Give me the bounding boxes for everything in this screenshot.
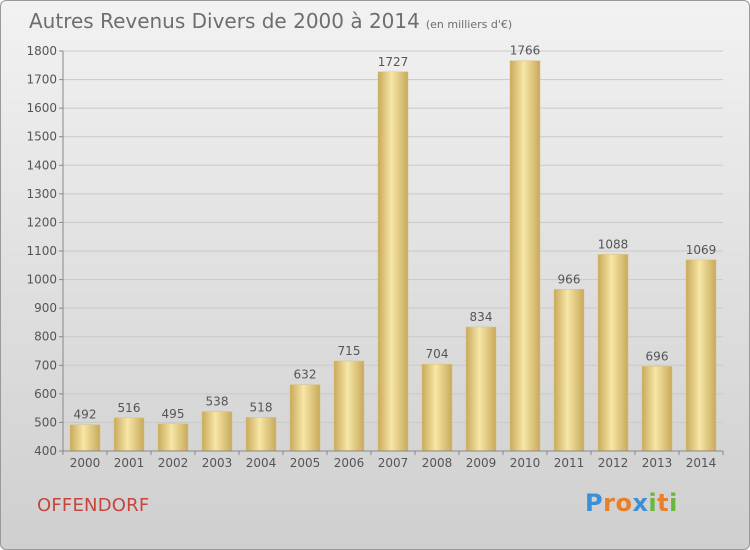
logo-letter: i [669,489,678,517]
data-label: 834 [470,310,493,324]
data-label: 1069 [686,243,717,257]
y-tick-label: 1800 [26,44,57,58]
bar [377,71,409,452]
x-tick-label: 2010 [510,456,541,470]
x-tick-label: 2009 [466,456,497,470]
bar [157,423,189,452]
title-unit: (en milliers d'€) [425,18,513,31]
data-label: 966 [558,272,581,286]
y-tick-label: 1600 [26,101,57,115]
chart-title: Autres Revenus Divers de 2000 à 2014 (en … [29,9,512,33]
bar [421,363,453,452]
x-tick-label: 2001 [114,456,145,470]
x-tick-label: 2002 [158,456,189,470]
data-label: 1727 [378,55,409,69]
y-tick-label: 400 [34,444,57,458]
x-tick-label: 2006 [334,456,365,470]
x-tick-label: 2008 [422,456,453,470]
bar [509,60,541,452]
data-label: 1766 [510,44,541,58]
logo-letter: t [657,489,670,517]
x-tick-label: 2005 [290,456,321,470]
data-label: 632 [294,368,317,382]
bar [465,326,497,452]
y-tick-label: 600 [34,387,57,401]
y-axis: 400 500 600 700 800 900 1000 1100 1200 1300 1400 15… [26,44,64,458]
logo-letter: P [585,489,604,517]
commune-name: OFFENDORF [37,495,150,516]
bar [641,366,673,452]
data-label: 538 [206,395,229,409]
x-tick-label: 2012 [598,456,629,470]
title-text: Autres Revenus Divers de 2000 à 2014 [29,9,420,33]
bar [685,259,717,452]
logo-letter: x [632,489,649,517]
data-label: 696 [646,349,669,363]
x-tick-label: 2000 [70,456,101,470]
y-tick-label: 1400 [26,158,57,172]
data-label: 492 [74,408,97,422]
y-tick-label: 1100 [26,244,57,258]
y-tick-label: 800 [34,330,57,344]
x-tick-label: 2013 [642,456,673,470]
x-tick-label: 2014 [686,456,717,470]
data-label: 518 [250,400,273,414]
x-tick-label: 2004 [246,456,277,470]
y-tick-label: 900 [34,301,57,315]
x-tick-label: 2011 [554,456,585,470]
proxiti-logo[interactable]: Proxiti [585,489,678,517]
bar [201,411,233,452]
y-tick-label: 1000 [26,273,57,287]
y-tick-label: 700 [34,358,57,372]
logo-letter: r [603,489,616,517]
y-tick-label: 1500 [26,130,57,144]
bar [245,417,277,452]
y-tick-label: 1700 [26,73,57,87]
bar [69,424,101,452]
bar [113,417,145,452]
bar [333,360,365,452]
data-label: 516 [118,401,141,415]
x-tick-label: 2007 [378,456,409,470]
y-tick-label: 500 [34,415,57,429]
x-tick-label: 2003 [202,456,233,470]
data-label: 704 [426,347,449,361]
bar [597,254,629,452]
data-label: 1088 [598,237,629,251]
bars-group: 492 516 495 538 518 632 715 1727 704 834 1766 966 10… [69,44,717,452]
data-label: 495 [162,407,185,421]
bar [553,289,585,452]
logo-letter: o [615,489,633,517]
data-label: 715 [338,344,361,358]
x-axis: 2000 2001 2002 2003 2004 2005 2006 2007 2008 2009… [62,450,724,470]
y-tick-label: 1300 [26,187,57,201]
y-tick-label: 1200 [26,215,57,229]
logo-letter: i [648,489,658,517]
bar [289,384,321,452]
